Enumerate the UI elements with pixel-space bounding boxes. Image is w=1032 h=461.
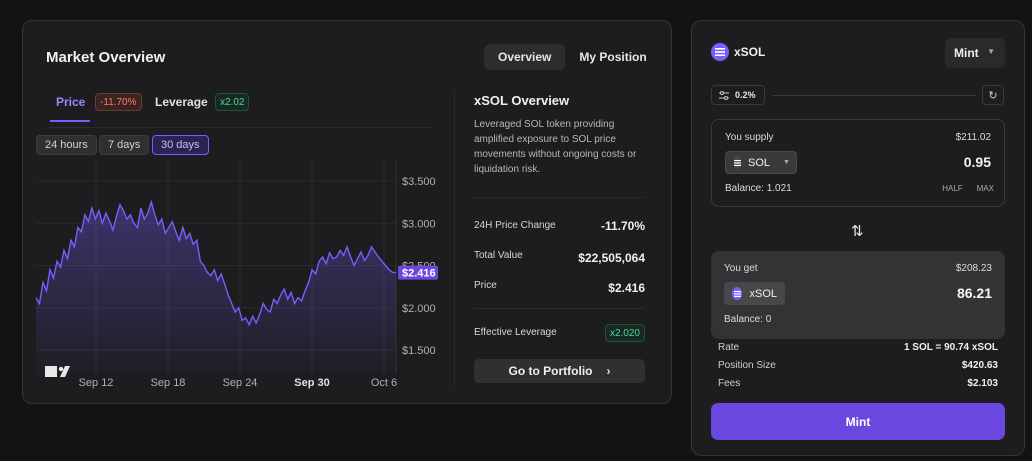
price-area: [36, 202, 396, 374]
mint-token-header: xSOL: [711, 43, 765, 61]
max-button[interactable]: MAX: [976, 184, 994, 193]
position-size-value: $420.63: [961, 360, 998, 371]
receive-usd-value: $208.23: [955, 263, 992, 274]
receive-token-chip: xSOL: [724, 282, 785, 305]
receive-balance: Balance: 0: [724, 314, 772, 325]
chevron-down-icon: ▼: [987, 47, 995, 56]
x-tick-label: Sep 30: [294, 377, 329, 389]
fees-value: $2.103: [967, 378, 998, 389]
range-30-days[interactable]: 30 days: [152, 135, 209, 155]
total-value-value: $22,505,064: [578, 251, 645, 265]
x-tick-label: Sep 12: [79, 377, 114, 389]
go-to-portfolio-label: Go to Portfolio: [508, 364, 593, 378]
x-tick-label: Sep 18: [151, 377, 186, 389]
tab-my-position[interactable]: My Position: [579, 50, 647, 64]
x-tick-label: Sep 24: [223, 377, 258, 389]
effective-leverage-label: Effective Leverage: [474, 327, 557, 338]
slippage-setting[interactable]: 0.2%: [711, 85, 765, 105]
price-change-badge: -11.70%: [95, 93, 142, 111]
refresh-icon: ↻: [988, 89, 998, 102]
leverage-badge: x2.02: [215, 93, 250, 111]
sol-logo-icon: [734, 156, 741, 169]
price-change-value: -11.70%: [600, 219, 645, 233]
tab-leverage[interactable]: Leverage: [155, 95, 208, 109]
current-price-marker: $2.416: [398, 265, 438, 280]
price-chart[interactable]: $3.500$3.000$2.500$2.000$1.500 Sep 12Sep…: [36, 159, 446, 393]
mode-dropdown[interactable]: Mint ▼: [945, 38, 1005, 68]
price-change-label: 24H Price Change: [474, 220, 556, 231]
y-tick-label: $2.000: [402, 303, 436, 315]
refresh-button[interactable]: ↻: [982, 85, 1004, 105]
xsol-logo-icon: [732, 287, 743, 300]
supply-amount-input[interactable]: 0.95: [963, 154, 991, 170]
x-tick-label: Oct 6: [371, 377, 397, 389]
y-tick-label: $3.500: [402, 176, 436, 188]
xsol-logo-icon: [711, 43, 729, 61]
fees-label: Fees: [718, 378, 741, 389]
supply-balance: Balance: 1.021: [725, 183, 792, 194]
rate-value: 1 SOL = 90.74 xSOL: [903, 342, 998, 353]
receive-token-name: xSOL: [749, 287, 777, 300]
tabs-divider: [47, 127, 434, 128]
position-size-label: Position Size: [718, 360, 776, 371]
tab-price[interactable]: Price: [56, 95, 86, 109]
slippage-value: 0.2%: [735, 90, 756, 100]
mint-token-name: xSOL: [734, 45, 766, 59]
y-tick-label: $3.000: [402, 218, 436, 230]
rate-label: Rate: [718, 342, 740, 353]
overview-description: Leveraged SOL token providing amplified …: [474, 119, 637, 175]
tab-overview[interactable]: Overview: [484, 44, 566, 70]
sliders-icon: [719, 90, 729, 100]
range-24-hours[interactable]: 24 hours: [36, 135, 97, 155]
supply-token-select[interactable]: SOL ▼: [725, 151, 797, 174]
receive-panel: You get $208.23 xSOL 86.21 Balance: 0: [711, 251, 1005, 339]
tradingview-logo: [45, 366, 70, 377]
mode-dropdown-value: Mint: [954, 46, 979, 60]
mint-button[interactable]: Mint: [711, 403, 1005, 440]
slippage-track: [772, 95, 976, 96]
range-7-days[interactable]: 7 days: [99, 135, 150, 155]
receive-label: You get: [724, 263, 758, 274]
receive-amount: 86.21: [956, 285, 992, 301]
view-tabs: Overview My Position: [484, 44, 661, 70]
price-value: $2.416: [608, 281, 645, 295]
market-overview-card: Market Overview Overview My Position Pri…: [22, 20, 672, 404]
chart-metric-tabs: Price -11.70% Leverage x2.02: [47, 93, 434, 128]
chevron-right-icon: ›: [606, 364, 611, 378]
supply-token-name: SOL: [748, 156, 771, 169]
price-line: [36, 199, 397, 327]
mint-card: xSOL Mint ▼ 0.2% ↻ You supply $211.02 SO…: [691, 20, 1025, 456]
market-overview-title: Market Overview: [46, 49, 166, 66]
current-price-label: $2.416: [402, 268, 436, 280]
amount-shortcuts: HALF MAX: [942, 184, 994, 193]
overview-divider: [454, 91, 455, 387]
active-tab-underline: [50, 120, 90, 122]
swap-direction-icon[interactable]: ⇅: [851, 223, 864, 240]
overview-divider-line: [474, 197, 645, 198]
half-button[interactable]: HALF: [942, 184, 963, 193]
supply-label: You supply: [725, 132, 774, 143]
supply-panel: You supply $211.02 SOL ▼ 0.95 Balance: 1…: [711, 119, 1005, 207]
overview-divider-line: [474, 308, 645, 309]
price-label: Price: [474, 280, 497, 291]
y-tick-label: $1.500: [402, 345, 436, 357]
go-to-portfolio-button[interactable]: Go to Portfolio ›: [474, 359, 645, 383]
supply-usd-value: $211.02: [955, 132, 991, 143]
overview-title: xSOL Overview: [474, 93, 570, 108]
total-value-label: Total Value: [474, 250, 523, 261]
chevron-down-icon: ▼: [783, 159, 790, 166]
effective-leverage-badge: x2.020: [604, 324, 645, 342]
